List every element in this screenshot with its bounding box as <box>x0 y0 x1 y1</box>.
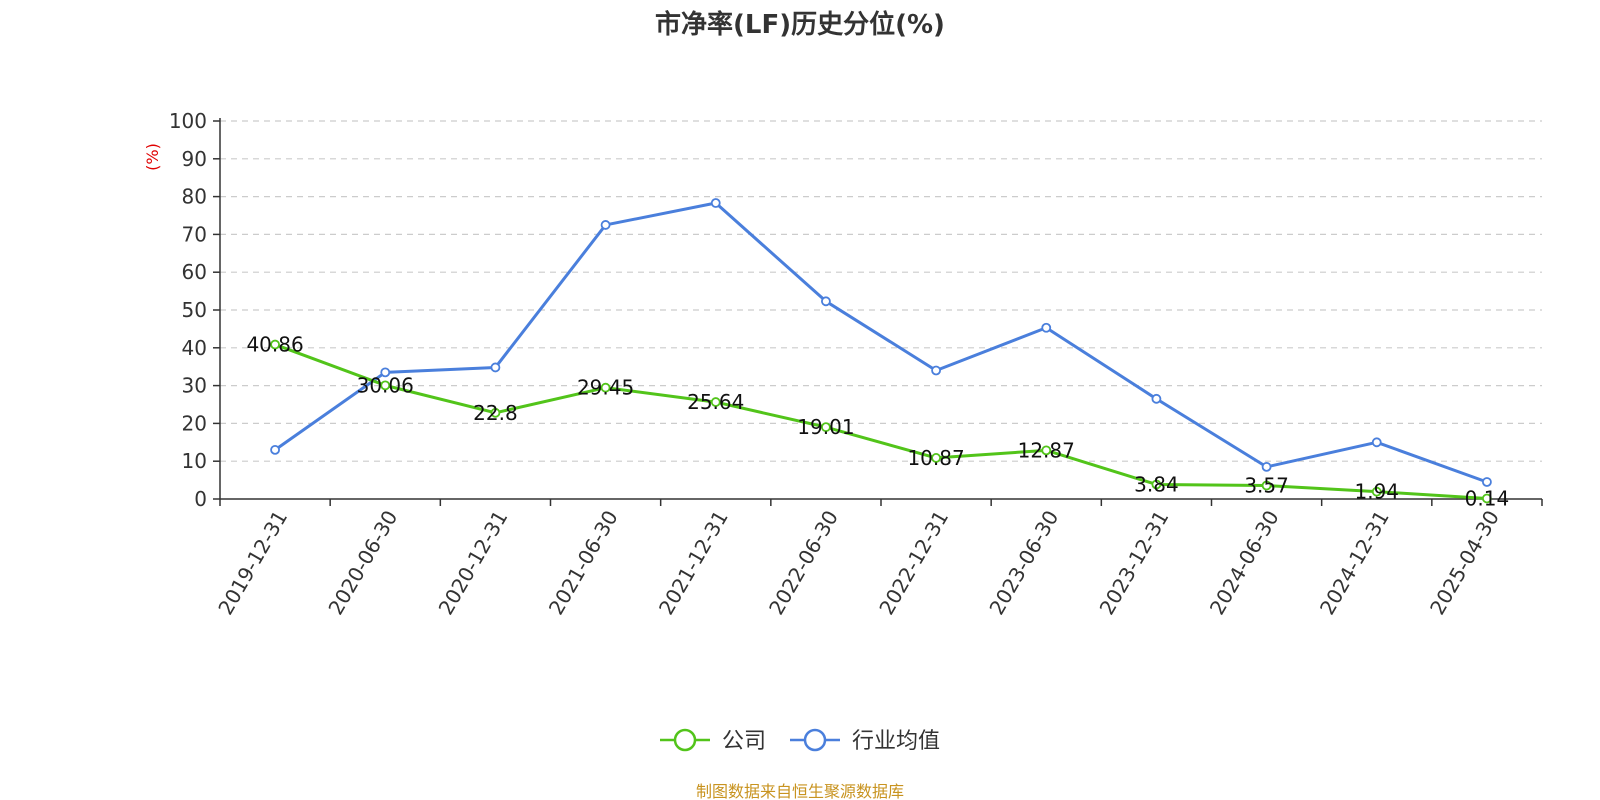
source-note: 制图数据来自恒生聚源数据库 <box>696 782 904 800</box>
series-point-0[interactable] <box>1151 479 1162 490</box>
data-label: 29.45 <box>577 376 634 400</box>
x-tick-label: 2022-06-30 <box>764 506 843 619</box>
series-point-0[interactable] <box>710 397 721 407</box>
x-tick-label: 2024-06-30 <box>1205 506 1284 619</box>
series-point-1[interactable] <box>600 220 611 230</box>
series-point-0[interactable] <box>1041 445 1052 456</box>
y-tick-label: 10 <box>182 449 207 473</box>
series <box>270 198 1492 504</box>
data-label: 30.06 <box>357 373 414 397</box>
data-label: 10.87 <box>907 446 964 470</box>
series-point-1[interactable] <box>821 296 831 307</box>
series-point-1[interactable] <box>1482 477 1492 487</box>
data-label: 3.84 <box>1134 472 1179 496</box>
y-tick-label: 0 <box>194 487 207 511</box>
series-point-1[interactable] <box>1041 322 1052 333</box>
x-tick-label: 2020-12-31 <box>434 506 513 619</box>
x-tick-label: 2022-12-31 <box>874 506 953 619</box>
data-label: 1.94 <box>1354 480 1399 504</box>
y-tick-label: 20 <box>182 411 207 435</box>
data-label: 25.64 <box>687 390 744 414</box>
series-point-1[interactable] <box>380 367 391 378</box>
x-tick-label: 2023-12-31 <box>1095 506 1174 619</box>
series-point-1[interactable] <box>931 365 941 376</box>
series-point-0[interactable] <box>490 407 501 418</box>
series-point-0[interactable] <box>600 382 611 393</box>
series-point-1[interactable] <box>270 444 280 455</box>
legend-marker <box>803 728 827 752</box>
data-label: 19.01 <box>797 415 854 439</box>
legend-item-0[interactable]: 公司 <box>660 728 766 754</box>
series-point-0[interactable] <box>380 380 391 391</box>
data-label: 12.87 <box>1018 438 1075 462</box>
series-point-1[interactable] <box>710 198 721 208</box>
chart-title: 市净率(LF)历史分位(%) <box>655 9 945 40</box>
series-point-1[interactable] <box>1261 461 1272 472</box>
y-tick-label: 100 <box>169 109 207 133</box>
x-tick-label: 2019-12-31 <box>213 506 292 619</box>
y-tick-label: 50 <box>182 298 207 322</box>
y-tick-label: 40 <box>182 336 207 360</box>
data-labels: 40.86 30.06 22.8 29.45 25.64 19.01 10.87 12.87 3… <box>246 333 1509 511</box>
x-tick-label: 2021-12-31 <box>654 506 733 619</box>
y-tick-label: 90 <box>182 147 207 171</box>
series-point-0[interactable] <box>270 339 280 350</box>
x-tick-label: 2021-06-30 <box>544 506 623 619</box>
data-label: 3.57 <box>1244 474 1289 498</box>
y-axis-label: (%) <box>143 143 162 171</box>
x-tick-label: 2024-12-31 <box>1315 506 1394 619</box>
series-point-1[interactable] <box>490 362 501 373</box>
axes: 0 10 20 30 40 50 60 70 80 90 100 2019-12-31 2020-06-… <box>169 109 1543 619</box>
x-tick-label: 2020-06-30 <box>323 506 402 619</box>
series-point-1[interactable] <box>1371 437 1382 448</box>
legend-marker <box>673 728 697 752</box>
legend[interactable]: 公司 行业均值 <box>660 728 940 754</box>
series-point-0[interactable] <box>1371 486 1382 497</box>
x-tick-label: 2025-04-30 <box>1425 506 1504 619</box>
y-tick-label: 80 <box>182 185 207 209</box>
y-tick-label: 30 <box>182 374 207 398</box>
data-label: 0.14 <box>1465 486 1510 510</box>
y-tick-label: 70 <box>182 222 207 246</box>
series-point-0[interactable] <box>931 453 941 463</box>
data-label: 22.8 <box>473 401 518 425</box>
legend-label: 行业均值 <box>852 729 940 754</box>
y-tick-label: 60 <box>182 260 207 284</box>
series-point-0[interactable] <box>1261 480 1272 491</box>
data-label: 40.86 <box>246 333 303 357</box>
series-line-0 <box>274 343 1488 500</box>
x-tick-label: 2023-06-30 <box>984 506 1063 619</box>
legend-label: 公司 <box>722 729 766 754</box>
legend-item-1[interactable]: 行业均值 <box>790 728 940 754</box>
grid-lines <box>220 120 1542 462</box>
series-point-0[interactable] <box>1482 493 1492 504</box>
series-line-1 <box>274 201 1488 484</box>
series-point-1[interactable] <box>1151 393 1162 404</box>
series-point-0[interactable] <box>821 422 831 433</box>
